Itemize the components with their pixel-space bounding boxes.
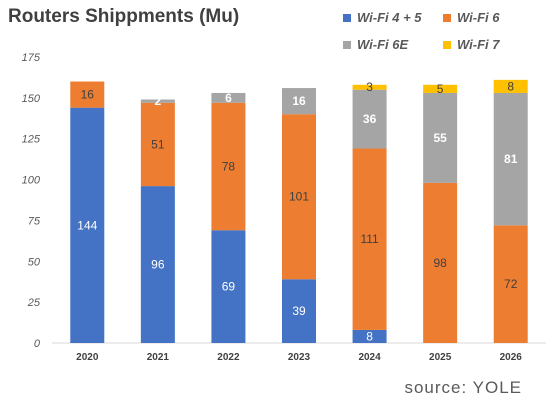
data-label: 72 [504,277,518,291]
data-label: 36 [363,112,377,126]
source-label: source: YOLE [404,378,522,397]
data-label: 16 [81,88,95,102]
legend-label: Wi-Fi 4 + 5 [357,10,422,25]
data-label: 6 [225,91,232,105]
data-label: 98 [433,256,447,270]
legend-label: Wi-Fi 6E [357,37,409,52]
legend-swatch [343,13,351,22]
data-label: 5 [437,82,444,96]
data-label: 81 [504,152,518,166]
data-label: 39 [292,304,306,318]
data-label: 3 [366,80,373,94]
bar-segment [352,148,387,330]
bar-segment [282,88,316,115]
bar-segment [140,102,175,187]
y-tick-label: 175 [22,52,41,64]
bar-segment [140,99,175,103]
bar-segment [70,107,105,343]
data-label: 8 [366,329,373,343]
bar-segment [352,329,387,343]
data-label: 96 [151,258,165,272]
bar-segment [493,92,528,226]
x-tick-label: 2025 [429,352,452,363]
data-label: 78 [222,159,236,173]
data-label: 111 [360,232,379,246]
legend-swatch [443,40,451,49]
bar-segment [493,79,528,93]
y-tick-label: 100 [22,175,41,187]
data-label: 69 [222,280,236,294]
bar-segment [211,230,246,343]
data-label: 16 [292,94,306,108]
data-label: 8 [507,79,514,93]
y-tick-label: 25 [27,297,41,309]
bar-segment [423,182,458,343]
x-tick-label: 2022 [217,352,240,363]
legend-swatch [343,40,351,49]
bar-segment [423,92,458,183]
y-tick-label: 50 [28,256,41,268]
legend-label: Wi-Fi 6 [457,10,500,25]
data-label: 51 [151,137,165,151]
chart-title: Routers Shippments (Mu) [8,6,240,27]
legend-swatch [443,13,451,22]
x-tick-label: 2026 [500,352,523,363]
y-tick-label: 75 [28,215,41,227]
data-label: 101 [289,190,309,204]
y-tick-label: 150 [22,93,41,105]
bar-segment [211,92,246,103]
data-label: 144 [77,218,97,232]
bar-segment [70,81,105,108]
legend-item-wifi45: Wi-Fi 4 + 5 [343,10,422,25]
x-tick-label: 2020 [76,352,99,363]
legend-label: Wi-Fi 7 [457,37,500,52]
bar-segment [352,89,387,149]
x-tick-label: 2021 [147,352,170,363]
data-label: 2 [155,94,162,108]
data-label: 55 [433,131,447,145]
legend-item-wifi6: Wi-Fi 6 [443,10,500,25]
legend-item-wifi6e: Wi-Fi 6E [343,37,408,52]
bar-segment [211,102,246,231]
x-tick-label: 2024 [358,352,381,363]
bar-segment [282,114,316,280]
bar-segment [493,225,528,343]
bar-segment [423,84,458,93]
y-tick-label: 125 [22,134,41,146]
bar-segment [140,186,175,343]
y-tick-label: 0 [34,338,41,350]
legend-item-wifi7: Wi-Fi 7 [443,37,500,52]
bar-segment [282,279,316,343]
bar-segment [352,84,387,90]
x-tick-label: 2023 [288,352,311,363]
